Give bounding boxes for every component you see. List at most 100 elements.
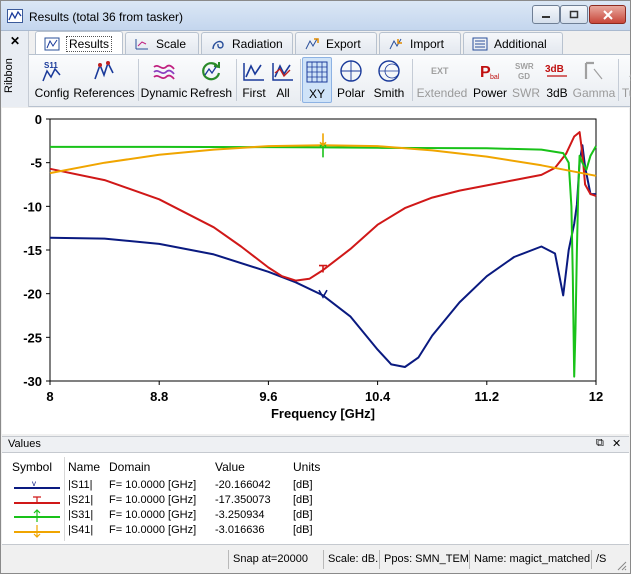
tab-results[interactable]: Results [35, 31, 123, 55]
scale-icon [135, 38, 148, 49]
xy-button[interactable]: XY [302, 57, 332, 103]
swr-icon-top: SWR [515, 62, 534, 71]
col-header-domain[interactable]: Domain [109, 460, 151, 474]
extended-icon: EXT [431, 66, 449, 76]
config-label: Config [34, 86, 70, 100]
tab-export-label: Export [326, 36, 361, 51]
polar-label: Polar [336, 86, 365, 100]
y-tick-label: -15 [23, 243, 42, 258]
title-bar[interactable]: Results (total 36 from tasker) [1, 1, 630, 31]
y-tick-label: -25 [23, 330, 42, 345]
window-title: Results (total 36 from tasker) [29, 10, 184, 24]
ribbon-toolbar: S11 Config References Dynamic Refresh Fi… [29, 54, 631, 107]
config-icon: S11 [42, 61, 61, 82]
col-header-units[interactable]: Units [293, 460, 321, 474]
radiation-icon [212, 40, 224, 49]
ribbon-side-label[interactable]: Ribbon [3, 58, 15, 93]
series-s21-line[interactable] [49, 131, 597, 282]
status-snap: Snap at=20000 [228, 550, 322, 569]
results-chart[interactable]: 0 -5 -10 -15 -20 -25 -30 8 8.8 9.6 10.4 11.2 12 Fre… [2, 108, 629, 434]
swr-icon-bottom: GD [518, 72, 530, 81]
extended-button[interactable]: EXT Extended [415, 57, 469, 103]
references-icon [94, 60, 114, 80]
status-bar: Snap at=20000 Scale: dB. Ppos: SMN_TEMPL… [2, 546, 629, 573]
refresh-label: Refresh [189, 86, 233, 100]
table-row[interactable]: |S31| F= 10.0000 [GHz] -3.250934 [dB] [2, 509, 629, 524]
tab-import[interactable]: Import [379, 32, 461, 54]
row-units: [dB] [293, 524, 313, 536]
status-scale: Scale: dB. [323, 550, 379, 569]
table-row[interactable]: v |S11| F= 10.0000 [GHz] -20.166042 [dB] [2, 479, 629, 494]
x-tick-label: 8.8 [150, 389, 168, 404]
close-button[interactable] [589, 5, 626, 24]
references-button[interactable]: References [73, 57, 135, 103]
row-value: -20.166042 [215, 479, 271, 491]
y-tick-label: -10 [23, 199, 42, 214]
symbol-s21-icon [14, 496, 60, 504]
table-row[interactable]: |S41| F= 10.0000 [GHz] -3.016636 [dB] [2, 524, 629, 539]
row-units: [dB] [293, 494, 313, 506]
x-tick-label: 10.4 [365, 389, 391, 404]
power-icon-sub: bal [490, 74, 500, 81]
3db-button[interactable]: 3dB 3dB [543, 57, 571, 103]
power-icon-text: P [480, 64, 491, 81]
swr-button[interactable]: SWR GD SWR [511, 57, 541, 103]
table-row[interactable]: |S21| F= 10.0000 [GHz] -17.350073 [dB] [2, 494, 629, 509]
tab-radiation[interactable]: Radiation [201, 32, 293, 54]
toolbar-separator [618, 59, 619, 101]
col-header-name[interactable]: Name [68, 460, 101, 474]
references-label: References [73, 86, 135, 100]
ribbon-close-icon[interactable]: ✕ [10, 34, 21, 48]
tab-additional-label: Additional [494, 36, 547, 51]
symbol-s41-icon [14, 525, 60, 538]
status-ppos: Ppos: SMN_TEMPL [379, 550, 469, 569]
tab-scale[interactable]: Scale [125, 32, 199, 54]
refresh-button[interactable]: Refresh [189, 57, 233, 103]
refresh-icon [202, 62, 221, 81]
series-s31-line[interactable] [50, 145, 597, 378]
gamma-button[interactable]: Gamma [572, 57, 616, 103]
3db-icon: 3dB [545, 64, 567, 77]
values-panel-header: Values ⧉ ✕ [2, 436, 629, 453]
power-label: Power [472, 86, 507, 100]
y-tick-label: -20 [23, 287, 42, 302]
gamma-label: Gamma [572, 86, 616, 100]
y-tick-label: -5 [30, 156, 42, 171]
extended-icon-text: EXT [431, 66, 449, 76]
tuning-button[interactable]: Tuning [620, 57, 631, 103]
tab-export[interactable]: Export [295, 32, 377, 54]
extended-label: Extended [416, 86, 468, 100]
panel-close-icon[interactable]: ✕ [612, 438, 622, 450]
row-name: |S41| [68, 524, 94, 536]
app-chart-icon [7, 9, 23, 23]
marker-s41[interactable] [319, 133, 327, 147]
all-button[interactable]: All [269, 57, 297, 103]
status-extra: /S [591, 550, 613, 569]
smith-label: Smith [373, 86, 405, 100]
col-header-symbol[interactable]: Symbol [12, 460, 53, 474]
marker-s21[interactable] [319, 264, 327, 273]
chart-svg[interactable]: 0 -5 -10 -15 -20 -25 -30 8 8.8 9.6 10.4 11.2 12 Fre… [2, 108, 629, 434]
x-tick-label: 12 [589, 389, 603, 404]
symbol-s31-icon [14, 509, 60, 522]
minimize-button[interactable] [532, 5, 560, 24]
values-panel: Symbol Name Domain Value Units v |S11| F… [2, 453, 629, 545]
pin-icon[interactable]: ⧉ [596, 437, 604, 449]
col-header-value[interactable]: Value [215, 460, 245, 474]
marker-s11[interactable] [318, 289, 328, 299]
resize-grip-icon[interactable] [615, 559, 627, 571]
first-button[interactable]: First [239, 57, 269, 103]
dynamic-label: Dynamic [140, 86, 188, 100]
smith-button[interactable]: Smith [370, 57, 408, 103]
dynamic-button[interactable]: Dynamic [141, 57, 187, 103]
maximize-button[interactable] [560, 5, 588, 24]
tab-additional[interactable]: Additional [463, 32, 563, 54]
3db-label: 3dB [546, 86, 568, 100]
column-divider [64, 457, 65, 541]
polar-button[interactable]: Polar [334, 57, 368, 103]
tab-results-label: Results [66, 35, 113, 52]
config-button[interactable]: S11 Config [33, 57, 71, 103]
